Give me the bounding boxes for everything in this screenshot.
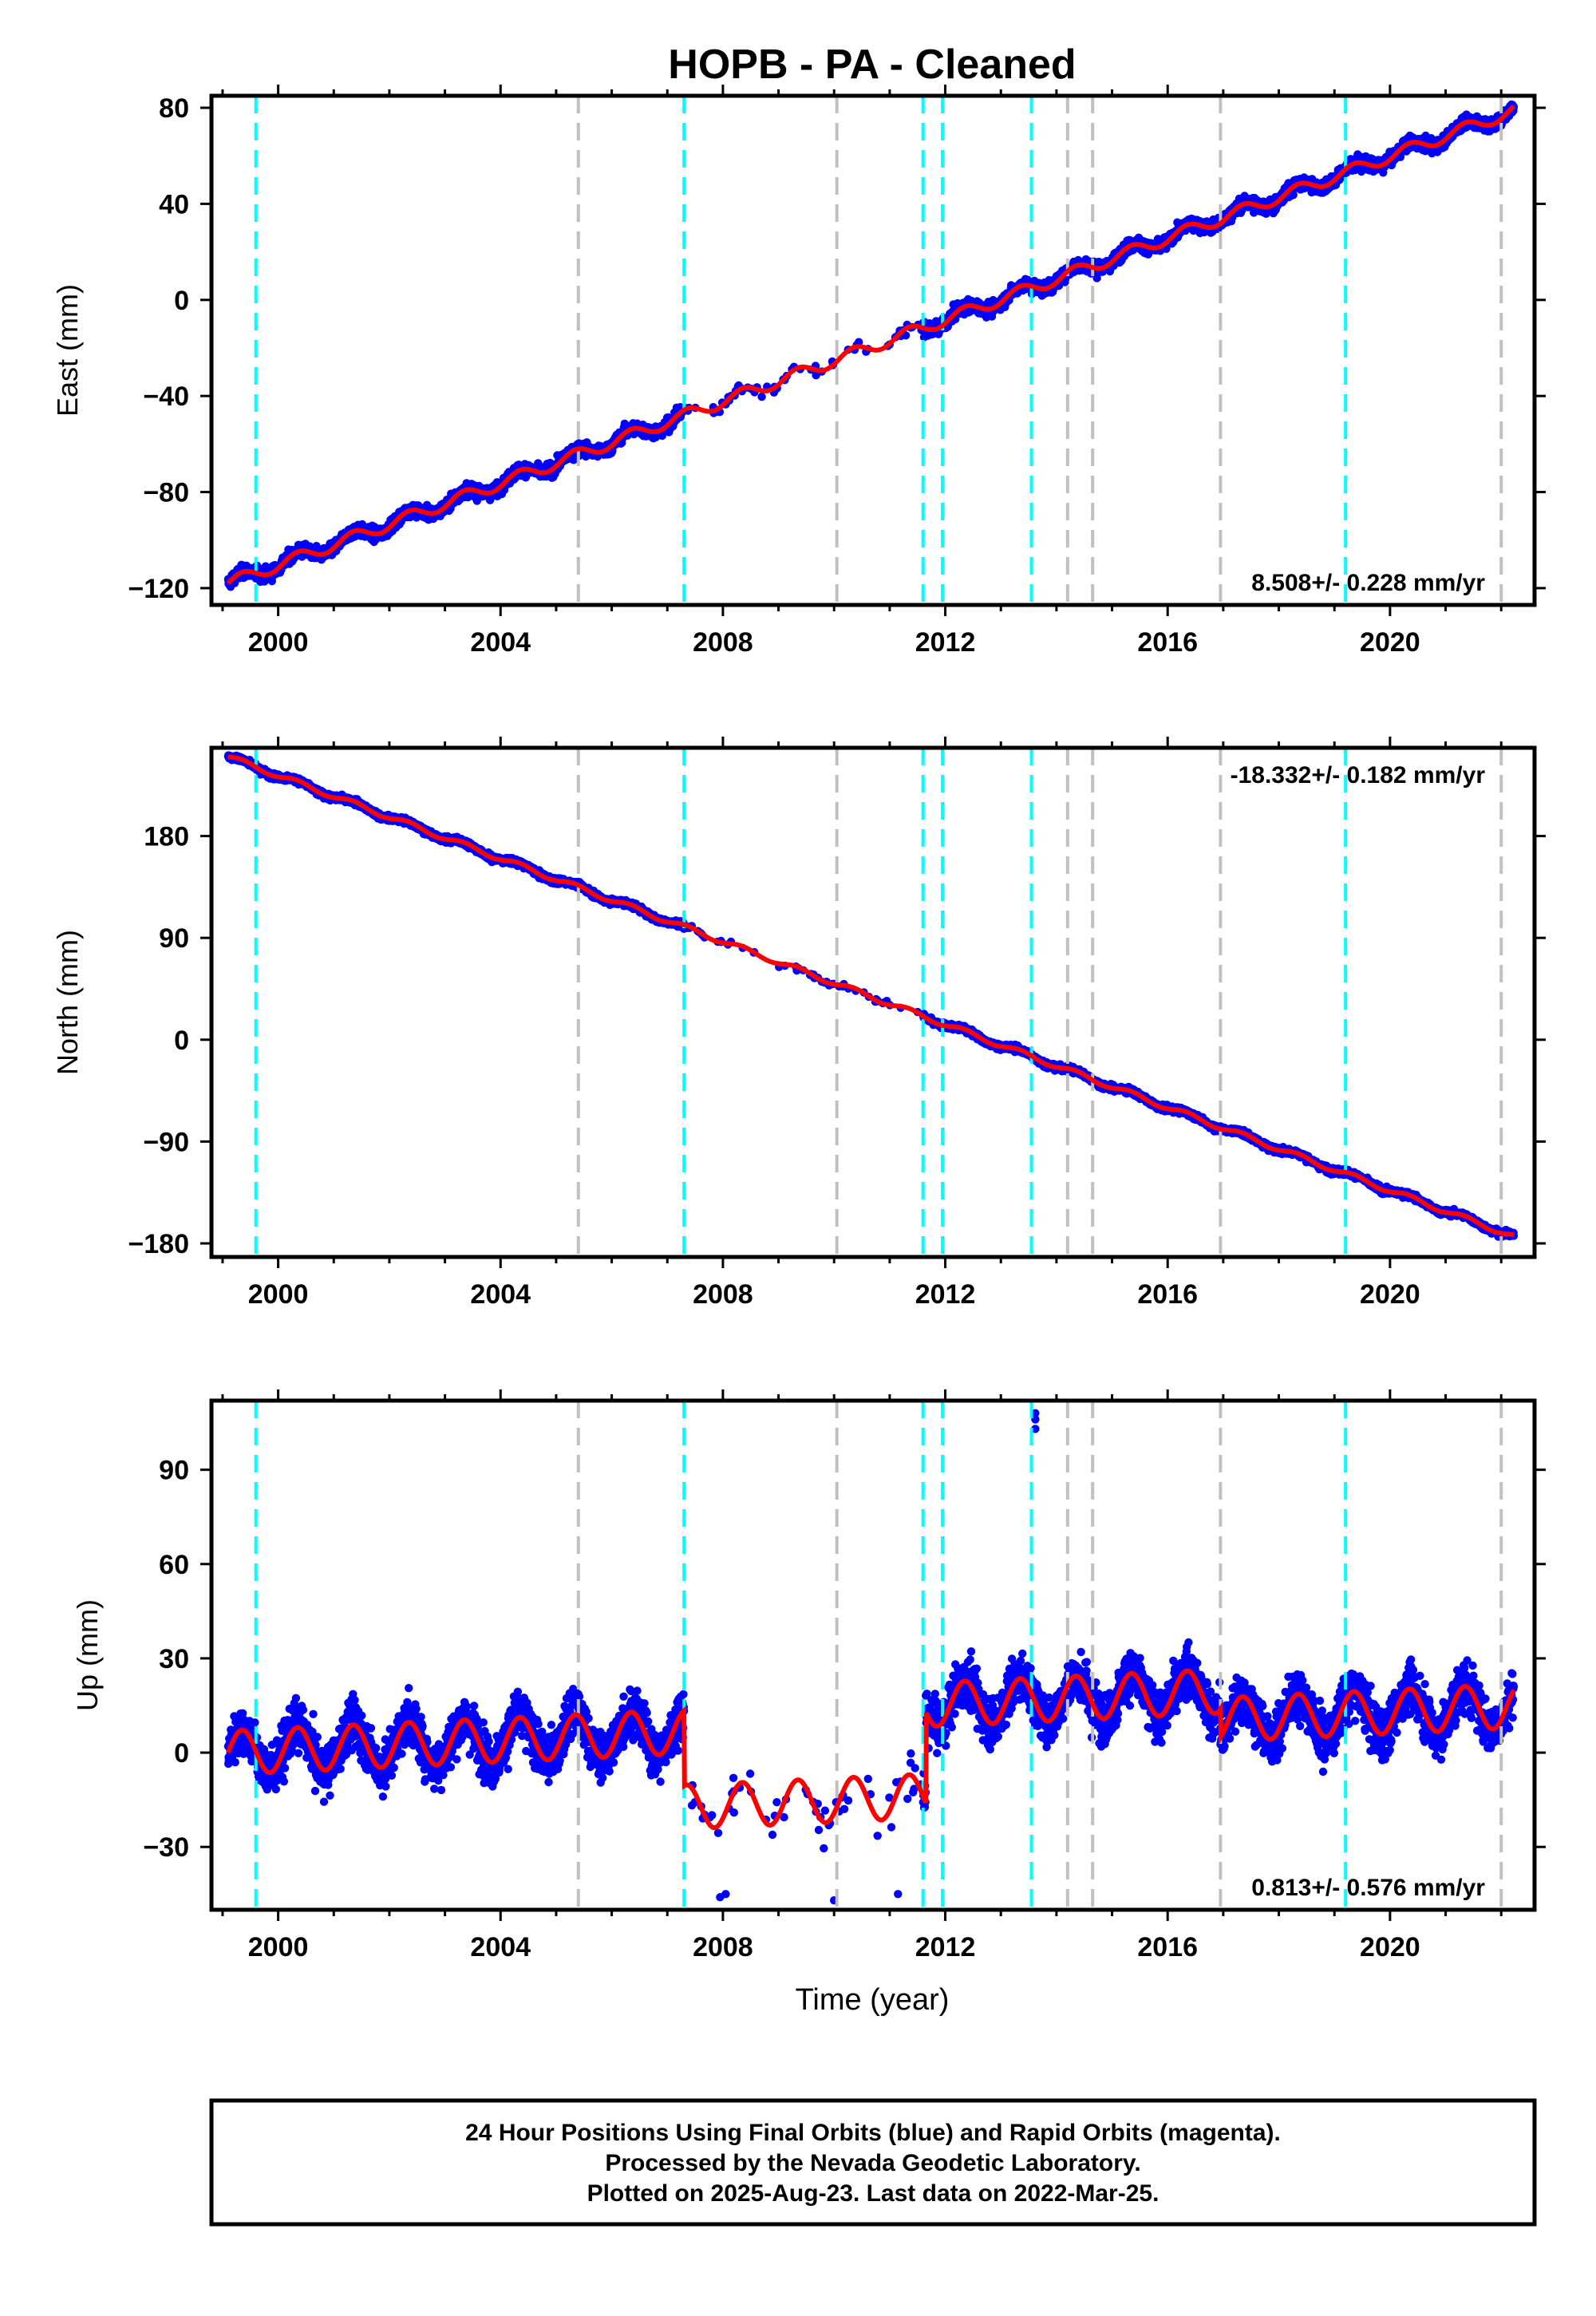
x-tick-label: 2012: [915, 627, 976, 658]
x-tick-label: 2016: [1137, 627, 1198, 658]
x-tick-label: 2004: [470, 627, 531, 658]
x-tick-label: 2000: [248, 627, 309, 658]
y-tick-label: 80: [159, 93, 189, 124]
y-tick-label: −40: [143, 381, 189, 412]
east-axis-label: East (mm): [51, 284, 84, 417]
chart-title: HOPB - PA - Cleaned: [668, 41, 1076, 88]
x-tick-label: 2020: [1360, 627, 1420, 658]
x-tick-label: 2008: [693, 627, 753, 658]
east-rate-label: 8.508+/- 0.228 mm/yr: [1251, 570, 1485, 596]
y-tick-label: 0: [174, 286, 189, 316]
east-data-points: [223, 100, 1519, 591]
east-panel: 2000 2004 2008 2012 2016 2020−120−80−4004080 …: [51, 85, 1546, 658]
y-tick-label: −80: [143, 478, 189, 508]
data-point: [757, 393, 766, 401]
east-model-line: [226, 104, 1516, 586]
y-tick-label: −120: [128, 574, 189, 604]
y-tick-label: 40: [159, 189, 189, 219]
